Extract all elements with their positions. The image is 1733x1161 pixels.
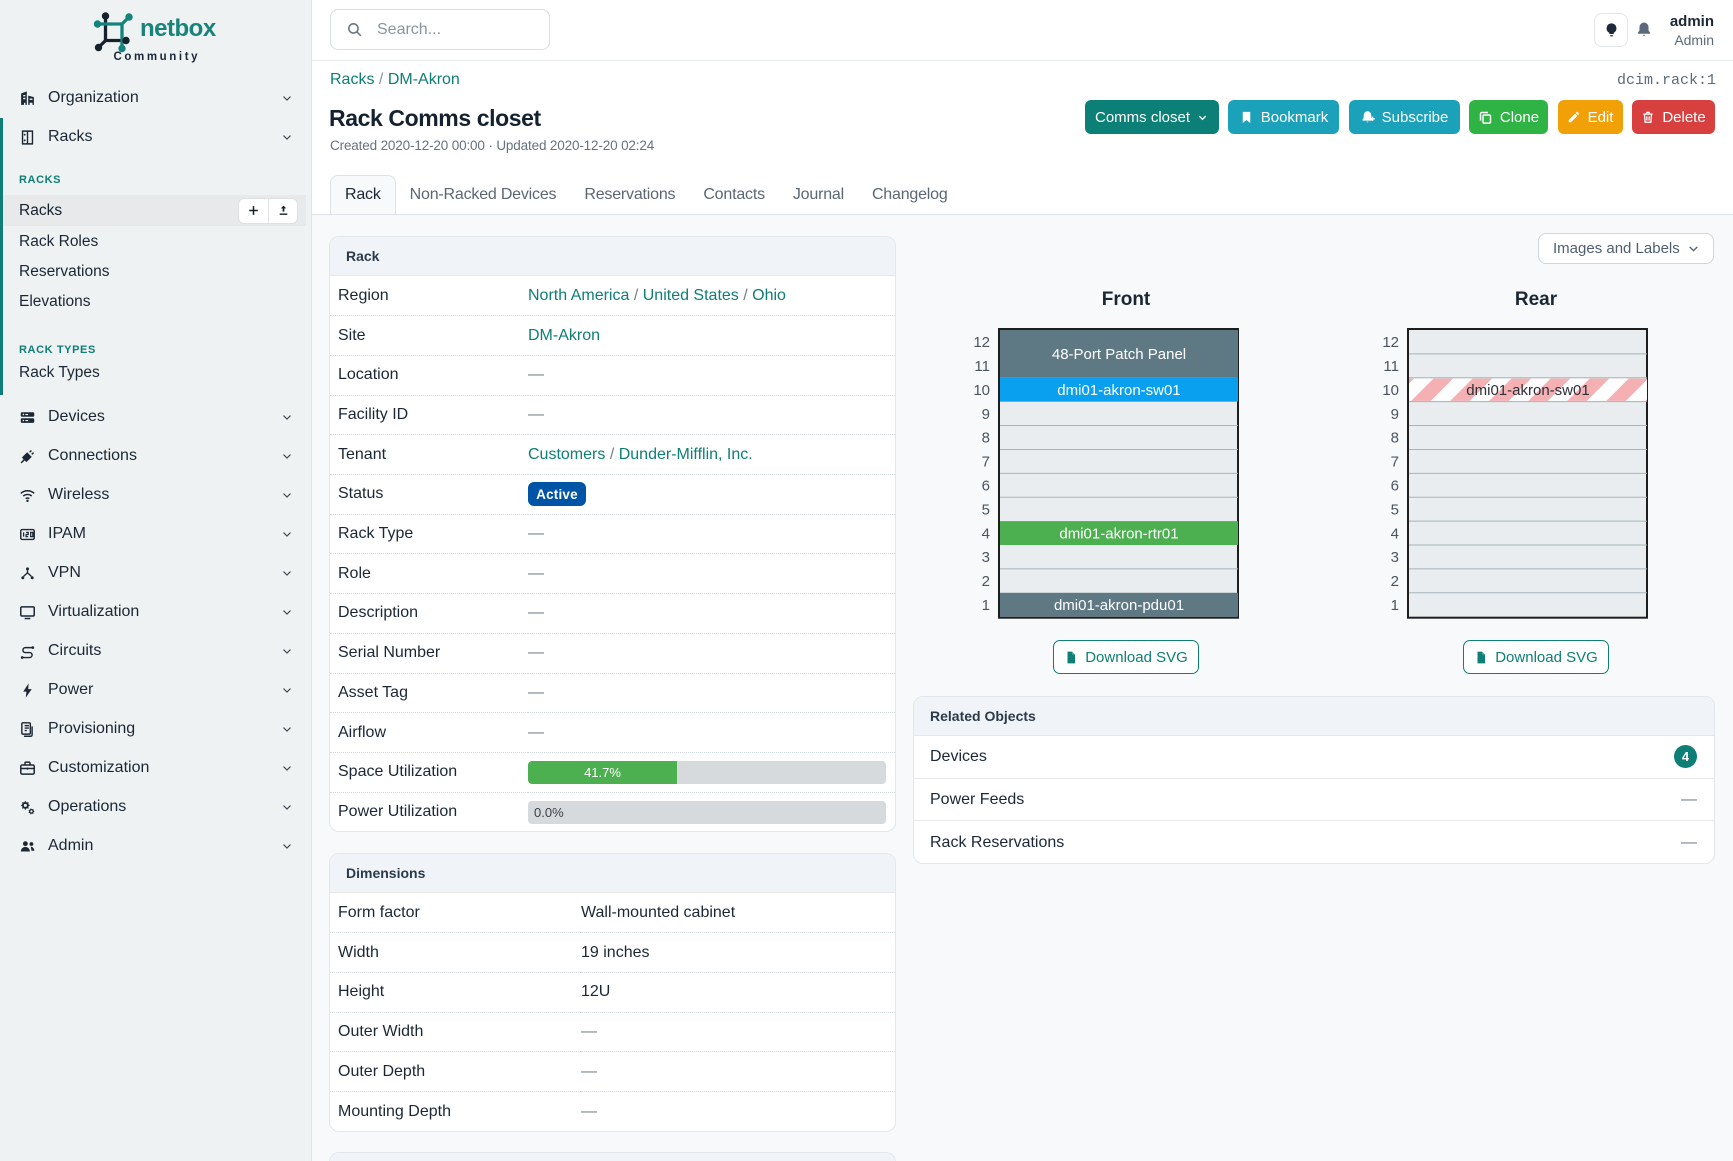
svg-text:10: 10: [973, 382, 990, 399]
svg-text:5: 5: [1390, 501, 1398, 518]
svg-text:dmi01-akron-sw01: dmi01-akron-sw01: [1466, 382, 1589, 399]
svg-text:2: 2: [981, 573, 989, 590]
svg-text:12: 12: [973, 334, 990, 351]
svg-text:12: 12: [1382, 334, 1399, 351]
svg-text:8: 8: [981, 430, 989, 447]
svg-text:48-Port Patch Panel: 48-Port Patch Panel: [1052, 346, 1186, 363]
svg-text:4: 4: [981, 525, 989, 542]
svg-text:3: 3: [1390, 549, 1398, 566]
svg-text:1: 1: [1390, 597, 1398, 614]
svg-text:2: 2: [1390, 573, 1398, 590]
svg-text:11: 11: [974, 358, 990, 375]
svg-text:5: 5: [981, 501, 989, 518]
svg-text:dmi01-akron-pdu01: dmi01-akron-pdu01: [1054, 597, 1184, 614]
svg-text:dmi01-akron-rtr01: dmi01-akron-rtr01: [1059, 525, 1178, 542]
svg-text:7: 7: [981, 454, 989, 471]
svg-text:7: 7: [1390, 454, 1398, 471]
svg-text:8: 8: [1390, 430, 1398, 447]
svg-text:11: 11: [1383, 358, 1399, 375]
svg-text:3: 3: [981, 549, 989, 566]
svg-text:4: 4: [1390, 525, 1398, 542]
svg-text:1: 1: [981, 597, 989, 614]
svg-text:9: 9: [981, 406, 989, 423]
svg-text:6: 6: [1390, 478, 1398, 495]
svg-text:6: 6: [981, 478, 989, 495]
svg-text:dmi01-akron-sw01: dmi01-akron-sw01: [1057, 382, 1180, 399]
svg-text:9: 9: [1390, 406, 1398, 423]
svg-text:10: 10: [1382, 382, 1399, 399]
